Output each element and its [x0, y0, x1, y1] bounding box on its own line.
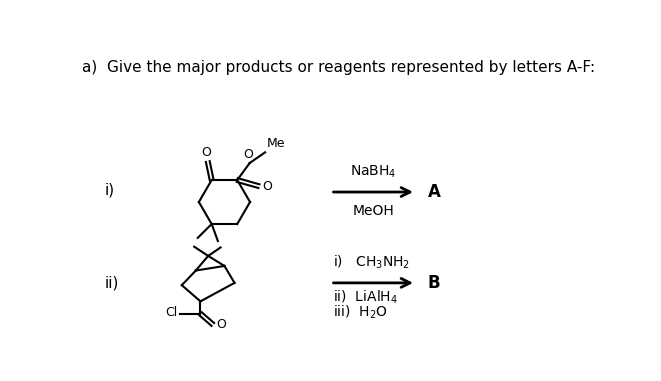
Text: i): i) — [104, 183, 114, 198]
Text: i)   CH$_3$NH$_2$: i) CH$_3$NH$_2$ — [333, 253, 410, 271]
Text: ii)  LiAlH$_4$: ii) LiAlH$_4$ — [333, 288, 398, 306]
Text: O: O — [262, 180, 272, 193]
Text: O: O — [216, 318, 226, 331]
Text: O: O — [243, 148, 253, 161]
Text: ii): ii) — [104, 275, 119, 290]
Text: a)  Give the major products or reagents represented by letters A-F:: a) Give the major products or reagents r… — [82, 59, 595, 75]
Text: Me: Me — [266, 137, 285, 150]
Text: iii)  H$_2$O: iii) H$_2$O — [333, 304, 388, 321]
Text: MeOH: MeOH — [352, 203, 394, 218]
Text: O: O — [202, 146, 211, 159]
Text: NaBH$_4$: NaBH$_4$ — [350, 164, 397, 181]
Text: Cl: Cl — [165, 306, 177, 319]
Text: B: B — [428, 274, 440, 292]
Text: A: A — [428, 183, 440, 201]
